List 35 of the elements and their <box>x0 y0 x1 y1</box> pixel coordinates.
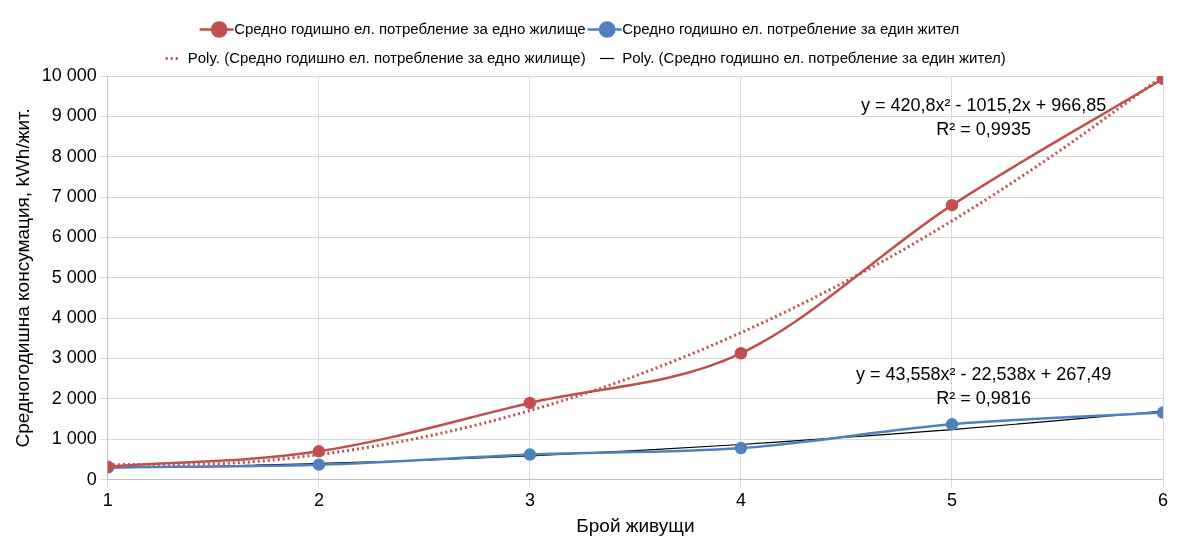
y-tick-label: 4 000 <box>51 307 97 328</box>
x-tick-label: 4 <box>735 490 746 511</box>
y-tick-label: 0 <box>86 468 97 489</box>
annotation: R² = 0,9935 <box>936 119 1031 140</box>
y-tick-label: 9 000 <box>51 105 97 126</box>
legend-label: Средно годишно ел. потребление за едно жилище <box>234 19 586 37</box>
annotation: y = 43,558x² - 22,538x + 267,49 <box>856 363 1112 384</box>
x-tick-label: 1 <box>102 490 113 511</box>
point <box>734 441 748 455</box>
x-tick-label: 5 <box>946 490 957 511</box>
y-tick-label: 6 000 <box>51 226 97 247</box>
annotation: y = 420,8x² - 1015,2x + 966,85 <box>861 95 1107 116</box>
x-tick-label: 6 <box>1157 490 1169 511</box>
annotation: R² = 0,9816 <box>936 387 1031 408</box>
y-axis-title: Средногодишна консумация, kWh/жит. <box>11 108 33 448</box>
y-tick-label: 5 000 <box>51 266 97 287</box>
point <box>312 458 326 471</box>
x-tick-label: 2 <box>313 490 324 511</box>
point <box>945 198 959 212</box>
legend-label: Poly. (Средно годишно ел. потребление за едно жилище) <box>187 48 586 66</box>
y-tick-label: 1 000 <box>51 428 97 449</box>
point <box>312 445 326 458</box>
point <box>945 418 959 431</box>
y-tick-label: 10 000 <box>41 64 97 85</box>
point <box>523 448 537 461</box>
y-tick-label: 8 000 <box>51 145 97 166</box>
point <box>523 396 537 410</box>
x-tick-label: 3 <box>524 490 535 511</box>
legend-label: Poly. (Средно годишно ел. потребление за един жител) <box>622 48 1006 66</box>
y-tick-label: 3 000 <box>51 347 97 368</box>
y-tick-label: 2 000 <box>51 387 97 408</box>
point <box>734 347 748 360</box>
y-tick-label: 7 000 <box>51 186 97 207</box>
legend-label: Средно годишно ел. потребление за един жител <box>622 19 960 37</box>
x-axis-title: Брой живущи <box>576 514 695 536</box>
